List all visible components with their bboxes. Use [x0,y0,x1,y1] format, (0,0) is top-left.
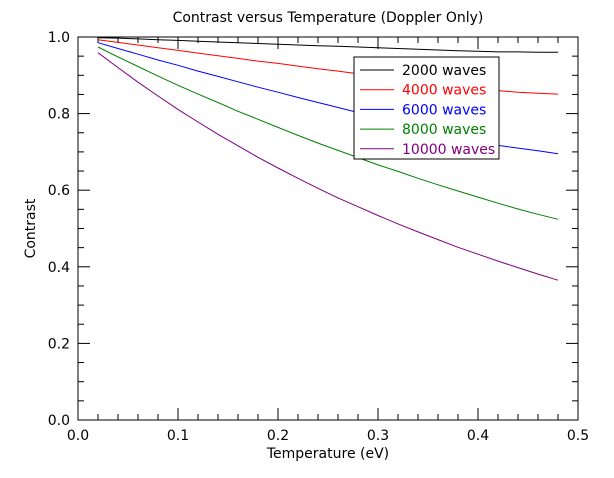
x-tick-label: 0.0 [67,428,89,444]
legend: 2000 waves 4000 waves 6000 waves 8000 waves… [353,56,500,160]
series-line-8000-waves [97,46,559,220]
y-tick-label: 0.2 [48,336,70,352]
x-tick-label: 0.2 [267,428,289,444]
legend-label: 4000 waves [402,83,486,99]
y-tick-label: 0.4 [48,260,70,276]
x-tick-label: 0.4 [467,428,489,444]
series-line-10000-waves [97,52,559,281]
legend-label: 10000 waves [402,142,495,158]
legend-box [353,56,500,160]
legend-label: 6000 waves [402,102,486,118]
x-tick-label: 0.5 [567,428,589,444]
chart-title: Contrast versus Temperature (Doppler Onl… [173,10,484,26]
x-tick-label: 0.3 [367,428,389,444]
y-tick-label: 1.0 [48,30,70,46]
legend-label: 2000 waves [402,63,486,79]
y-tick-label: 0.8 [48,107,70,123]
y-tick-label: 0.6 [48,183,70,199]
y-tick-label: 0.0 [48,413,70,429]
axis-tick-labels: 0.0 0.1 0.2 0.3 0.4 0.5 0.0 0.2 0.4 0.6 0.8 1.0 [48,30,589,444]
plot-frame [77,36,579,421]
x-axis-label: Temperature (eV) [266,446,389,462]
x-tick-label: 0.1 [167,428,189,444]
axis-ticks [77,36,579,421]
y-axis-label: Contrast [23,198,39,258]
legend-label: 8000 waves [402,122,486,138]
series-lines [97,37,559,281]
series-line-2000-waves [97,37,558,53]
